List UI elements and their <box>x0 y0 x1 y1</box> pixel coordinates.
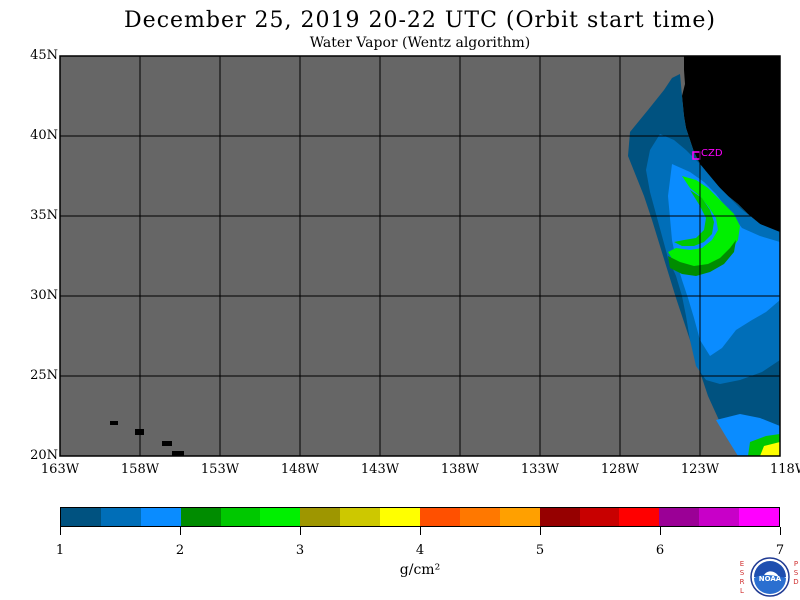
colorbar-segment <box>180 508 221 526</box>
station-label: CZD <box>701 148 723 159</box>
colorbar-segment <box>739 508 780 526</box>
svg-text:NOAA: NOAA <box>759 575 782 583</box>
longitude-label: 138W <box>440 462 480 477</box>
colorbar-segment <box>380 508 421 526</box>
swath-dark-green <box>668 240 736 276</box>
latitude-label: 40N <box>30 128 58 143</box>
plot-title: December 25, 2019 20-22 UTC (Orbit start… <box>124 8 716 33</box>
latitude-label: 45N <box>30 48 58 63</box>
colorbar-segment <box>579 508 620 526</box>
swath-south-yellow <box>760 442 780 456</box>
colorbar-tick <box>540 527 541 535</box>
longitude-label: 128W <box>600 462 640 477</box>
longitude-label: 158W <box>120 462 160 477</box>
latitude-label: 25N <box>30 368 58 383</box>
latitude-label: 35N <box>30 208 58 223</box>
colorbar-segment <box>220 508 261 526</box>
water-vapor-map: CZD <box>59 55 781 457</box>
colorbar-segment <box>499 508 540 526</box>
colorbar-segment <box>340 508 381 526</box>
colorbar-segment <box>140 508 181 526</box>
noaa-logo-icon: NOAA <box>750 557 790 597</box>
longitude-label: 118W <box>770 462 800 477</box>
colorbar-segment <box>619 508 660 526</box>
colorbar-tick-label: 5 <box>535 543 545 558</box>
swath-medium-green <box>674 190 714 246</box>
swath-bright-green <box>668 176 740 270</box>
longitude-label: 163W <box>40 462 80 477</box>
longitude-label: 153W <box>200 462 240 477</box>
colorbar-tick <box>780 527 781 535</box>
colorbar-tick <box>60 527 61 535</box>
map-frame <box>59 55 781 457</box>
latitude-label: 20N <box>30 448 58 463</box>
colorbar-tick-label: 2 <box>175 543 185 558</box>
colorbar-tick <box>660 527 661 535</box>
longitude-label: 123W <box>680 462 720 477</box>
colorbar-tick-label: 4 <box>415 543 425 558</box>
colorbar-segment <box>659 508 700 526</box>
colorbar-tick-label: 1 <box>55 543 65 558</box>
colorbar <box>60 507 780 527</box>
longitude-label: 148W <box>280 462 320 477</box>
colorbar-tick-label: 3 <box>295 543 305 558</box>
colorbar-tick <box>180 527 181 535</box>
colorbar-segment <box>61 508 101 526</box>
colorbar-segment <box>459 508 500 526</box>
land-mass <box>682 56 780 232</box>
colorbar-segment <box>260 508 301 526</box>
longitude-label: 143W <box>360 462 400 477</box>
colorbar-segment <box>539 508 580 526</box>
longitude-label: 133W <box>520 462 560 477</box>
map-grid <box>60 56 780 456</box>
plot-subtitle: Water Vapor (Wentz algorithm) <box>309 35 531 51</box>
colorbar-tick-label: 7 <box>775 543 785 558</box>
colorbar-segment <box>699 508 740 526</box>
colorbar-segment <box>420 508 460 526</box>
colorbar-tick <box>420 527 421 535</box>
colorbar-tick <box>300 527 301 535</box>
latitude-label: 30N <box>30 288 58 303</box>
colorbar-unit: g/cm² <box>399 562 441 578</box>
colorbar-segment <box>300 508 341 526</box>
colorbar-segment <box>100 508 141 526</box>
colorbar-tick-label: 6 <box>655 543 665 558</box>
